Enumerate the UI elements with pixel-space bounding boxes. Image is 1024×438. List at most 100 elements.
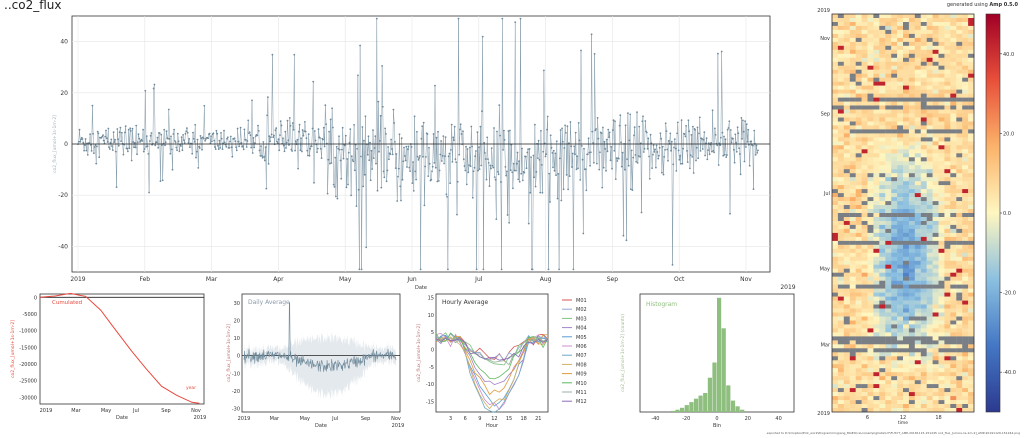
heatmap-cell xyxy=(873,205,880,210)
heatmap-cell xyxy=(832,280,839,285)
heatmap-cell xyxy=(962,61,969,66)
heatmap-cell xyxy=(938,61,945,66)
heatmap-cell xyxy=(873,340,880,345)
heatmap-cell xyxy=(837,105,844,110)
main-data-point xyxy=(283,150,286,153)
heatmap-cell xyxy=(885,45,892,50)
heatmap-cell xyxy=(879,65,886,70)
heatmap-cell xyxy=(897,177,904,182)
heatmap-cell xyxy=(903,181,910,186)
heatmap-cell xyxy=(849,328,856,333)
heatmap-cell xyxy=(968,352,975,357)
heatmap-cell xyxy=(885,29,892,35)
heatmap-cell xyxy=(968,224,975,230)
heatmap-cell xyxy=(897,376,904,381)
heatmap-cell xyxy=(832,376,839,381)
heatmap-cell xyxy=(950,221,957,226)
heatmap-cell xyxy=(920,368,927,373)
heatmap-cell xyxy=(897,65,904,70)
heatmap-cell xyxy=(932,41,939,47)
heatmap-cell xyxy=(837,89,844,94)
main-data-point xyxy=(661,171,663,174)
heatmap-cell xyxy=(867,224,874,230)
heatmap-cell xyxy=(855,189,862,194)
heatmap-cell xyxy=(938,97,945,102)
main-data-point xyxy=(307,154,309,157)
heatmap-cell xyxy=(897,69,904,74)
heatmap-cell xyxy=(950,125,957,130)
heatmap-cell xyxy=(926,256,933,261)
heatmap-cell xyxy=(962,161,969,166)
main-data-point xyxy=(409,170,411,173)
daily-y-tick-label-2: -10 xyxy=(232,371,240,377)
main-data-point xyxy=(351,159,354,161)
heatmap-cell xyxy=(920,177,927,182)
heatmap-cell xyxy=(873,45,880,50)
heatmap-cell xyxy=(885,153,892,158)
heatmap-cell xyxy=(926,49,933,54)
main-data-point xyxy=(539,191,542,194)
heatmap-cell xyxy=(873,133,880,138)
cum-x-tick-label-5: Nov xyxy=(191,408,201,414)
main-data-point xyxy=(336,197,339,200)
main-data-point xyxy=(661,145,664,148)
main-data-point xyxy=(378,150,380,153)
main-data-point xyxy=(556,197,559,200)
main-data-point xyxy=(447,155,450,158)
heatmap-cell xyxy=(908,101,915,106)
heatmap-cell xyxy=(867,53,874,58)
heatmap-cell xyxy=(938,336,945,341)
heatmap-cell xyxy=(849,193,856,198)
cumulative-chart: -30000-25000-20000-15000-10000-500002019… xyxy=(10,292,206,421)
heatmap-cell xyxy=(832,217,839,222)
main-data-point xyxy=(687,119,690,122)
heatmap-cell xyxy=(908,145,915,150)
heatmap-cell xyxy=(938,141,945,146)
heatmap-cell xyxy=(926,368,933,373)
heatmap-cell xyxy=(920,165,927,170)
heatmap-cell xyxy=(938,304,945,309)
heatmap-cell xyxy=(944,41,951,47)
heatmap-cell xyxy=(920,61,927,66)
heatmap-cell xyxy=(861,252,868,257)
heatmap-cell xyxy=(950,149,957,154)
main-data-point xyxy=(407,145,410,148)
heatmap-cell xyxy=(867,205,874,210)
main-data-point xyxy=(403,146,405,149)
main-data-point xyxy=(692,125,694,128)
heatmap-cell xyxy=(926,320,933,325)
heatmap-cell xyxy=(938,252,945,257)
main-data-point xyxy=(451,161,454,163)
heatmap-cell xyxy=(968,61,975,66)
heatmap-cell xyxy=(914,181,921,186)
main-data-point xyxy=(242,145,244,147)
main-data-point xyxy=(147,153,150,155)
main-data-point xyxy=(467,171,470,174)
heatmap-cell xyxy=(891,316,898,321)
main-data-point xyxy=(476,131,479,134)
heatmap-cell xyxy=(956,224,963,230)
heatmap-cell xyxy=(837,213,844,218)
heatmap-cell xyxy=(891,404,898,409)
heatmap-cell xyxy=(867,145,874,150)
heatmap-cell xyxy=(926,69,933,74)
heatmap-cell xyxy=(938,145,945,150)
heatmap-cell xyxy=(968,380,975,385)
heatmap-cell xyxy=(968,81,975,86)
heatmap-cell xyxy=(843,125,850,130)
heatmap-cell xyxy=(968,332,975,337)
main-data-point xyxy=(642,151,645,153)
main-data-point xyxy=(364,115,367,118)
main-data-point xyxy=(526,151,529,154)
main-data-point xyxy=(252,137,255,139)
heatmap-cell xyxy=(837,37,844,43)
heatmap-cell xyxy=(843,153,850,158)
heatmap-cell xyxy=(897,125,904,130)
heatmap-cell xyxy=(867,41,874,47)
heatmap-cell xyxy=(956,217,963,222)
heatmap-cell xyxy=(832,101,839,106)
heatmap-cell xyxy=(932,328,939,333)
heatmap-cell xyxy=(956,392,963,397)
main-data-point xyxy=(361,126,364,128)
